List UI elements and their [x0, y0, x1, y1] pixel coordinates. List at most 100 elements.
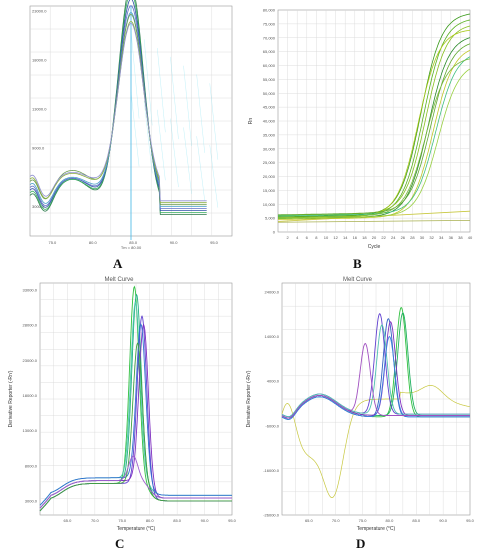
a-noise-line: [157, 109, 166, 181]
a-ytick-label: 13000.0: [32, 106, 47, 111]
c-xtick-label: 95.0: [228, 518, 237, 523]
c-y-axis-title: Derivative Reporter (-Rn'): [8, 370, 14, 427]
d-xtick-label: 95.0: [466, 518, 475, 523]
c-ytick-label: 18000.0: [23, 393, 38, 398]
b-ytick-label: 20,000: [263, 174, 276, 179]
a-noise-line: [183, 127, 192, 194]
a-noise-line: [209, 83, 219, 160]
b-curve: [278, 43, 471, 216]
b-ytick-label: 65,000: [263, 49, 276, 54]
a-xtick-label: 75.0: [49, 240, 58, 245]
b-xtick-label: 12: [333, 235, 338, 240]
b-curve: [278, 58, 471, 218]
c-ytick-label: 33000.0: [23, 288, 38, 293]
b-xtick-label: 24: [391, 235, 396, 240]
panel-d: Melt Curve 24000.0 14000.0 4000.0 -6000.0 -1…: [238, 275, 477, 551]
c-curve: [39, 455, 232, 509]
c-ytick-label: 13000.0: [23, 428, 38, 433]
b-xtick-label: 10: [324, 235, 329, 240]
a-ytick-label: 9000.0: [32, 145, 45, 150]
panel-c: Melt Curve 3000.0 8000.0 13000.0 18000.0 230…: [0, 275, 238, 551]
a-noise-line: [130, 30, 140, 119]
c-x-axis-title: Temperature (°C): [117, 526, 156, 532]
b-y-axis-title: Rn: [248, 118, 254, 125]
b-xtick-label: 18: [362, 235, 367, 240]
b-ytick-label: 80,000: [263, 8, 276, 13]
d-ytick-label: -6000.0: [265, 423, 279, 428]
d-ytick-label: -26000.0: [263, 513, 280, 518]
b-xtick-label: 30: [420, 235, 425, 240]
b-ytick-label: 15,000: [263, 188, 276, 193]
b-xtick-label: 32: [429, 235, 434, 240]
chart-title-d: Melt Curve: [342, 277, 372, 283]
b-curve: [278, 68, 471, 219]
b-xtick-label: 16: [353, 235, 358, 240]
a-noise-line: [183, 65, 192, 146]
b-xtick-label: 20: [372, 235, 377, 240]
chart-title-c: Melt Curve: [104, 277, 134, 283]
a-xtick-label: 90.0: [170, 240, 179, 245]
d-outlier-curve: [281, 385, 470, 498]
b-xtick-label: 14: [343, 235, 348, 240]
b-ytick-label: 70,000: [263, 35, 276, 40]
c-curve: [39, 342, 232, 512]
panel-a: 3000.0 9000.0 13000.0 18000.0 23000.0 75.0 80.…: [0, 0, 238, 275]
a-noise-line: [130, 92, 140, 167]
b-xtick-label: 38: [458, 235, 463, 240]
a-noise-line: [196, 136, 205, 201]
b-curve: [278, 56, 471, 217]
panel-label-b: B: [353, 256, 362, 271]
d-xtick-label: 85.0: [412, 518, 421, 523]
a-noise-line: [157, 48, 166, 133]
a-ytick-label: 18000.0: [32, 57, 47, 62]
a-noise-line: [143, 100, 153, 174]
panel-b: 0 5,000 10,000 15,000 20,000 25,000 30,000 35,0…: [238, 0, 477, 275]
d-xtick-label: 65.0: [305, 518, 314, 523]
d-x-axis-title: Temperature (°C): [357, 526, 396, 532]
b-xtick-label: 22: [381, 235, 386, 240]
chart-b: 0 5,000 10,000 15,000 20,000 25,000 30,000 35,0…: [248, 8, 473, 251]
d-ytick-label: -16000.0: [263, 468, 280, 473]
a-curve: [29, 22, 207, 202]
b-xtick-label: 26: [401, 235, 406, 240]
panel-label-c: C: [115, 536, 125, 551]
b-ytick-label: 50,000: [263, 91, 276, 96]
b-xtick-label: 34: [439, 235, 444, 240]
b-ytick-label: 25,000: [263, 160, 276, 165]
b-xtick-label: 8: [315, 235, 318, 240]
d-ytick-label: 4000.0: [267, 379, 280, 384]
b-ytick-label: 30,000: [263, 146, 276, 151]
c-ytick-label: 3000.0: [25, 498, 38, 503]
b-ytick-label: 0: [273, 230, 276, 235]
a-xtick-label: 95.0: [210, 240, 219, 245]
b-flat-line: [277, 219, 471, 223]
a-xtick-label: 85.0: [129, 240, 138, 245]
a-noise-line: [196, 74, 205, 153]
panel-label-a: A: [113, 256, 123, 271]
a-noise-line: [170, 56, 179, 140]
chart-c: 3000.0 8000.0 13000.0 18000.0 23000.0 28000.0…: [8, 282, 237, 532]
d-xtick-label: 75.0: [359, 518, 368, 523]
d-ytick-label: 24000.0: [265, 289, 280, 294]
b-ytick-label: 5,000: [265, 216, 276, 221]
d-xtick-label: 70.0: [332, 518, 341, 523]
d-ytick-label: 14000.0: [265, 334, 280, 339]
b-xtick-label: 36: [449, 235, 454, 240]
b-xtick-label: 6: [306, 235, 309, 240]
c-xtick-label: 75.0: [118, 518, 127, 523]
b-xtick-label: 28: [410, 235, 415, 240]
a-noise-line: [143, 39, 153, 126]
b-ytick-label: 75,000: [263, 21, 276, 26]
c-ytick-label: 8000.0: [25, 463, 38, 468]
a-ytick-label: 3000.0: [32, 204, 45, 209]
b-xtick-label: 40: [468, 235, 473, 240]
d-curve: [281, 324, 470, 418]
b-ytick-label: 55,000: [263, 77, 276, 82]
a-ytick-label: 23000.0: [32, 8, 47, 13]
a-xtick-label: 80.0: [89, 240, 98, 245]
chart-a: 3000.0 9000.0 13000.0 18000.0 23000.0 75.0 80.…: [29, 0, 233, 250]
c-xtick-label: 70.0: [91, 518, 100, 523]
d-curve: [281, 342, 470, 419]
b-ytick-label: 60,000: [263, 63, 276, 68]
a-noise-line: [170, 118, 179, 188]
